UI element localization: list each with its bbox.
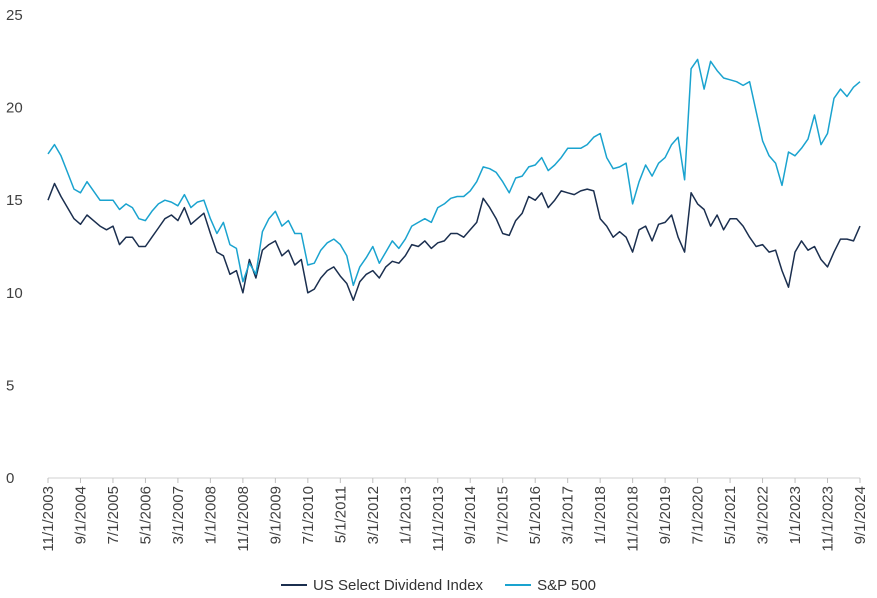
legend-item-dividend: US Select Dividend Index [280, 575, 484, 595]
series-line-sp500 [47, 58, 861, 287]
legend-swatch-sp500 [505, 584, 532, 586]
y-tick-label: 0 [6, 470, 14, 487]
x-tick-label: 1/1/2013 [397, 486, 414, 544]
x-tick-label: 5/1/2006 [137, 486, 154, 544]
x-tick-label: 11/1/2003 [40, 486, 57, 552]
legend-label-dividend: US Select Dividend Index [312, 576, 484, 594]
x-tick-label: 9/1/2019 [657, 486, 674, 544]
legend-item-sp500: S&P 500 [505, 575, 596, 595]
y-tick-label: 15 [6, 192, 23, 209]
x-tick-label: 11/1/2023 [820, 486, 837, 552]
legend-swatch-dividend [280, 584, 307, 586]
x-tick-label: 3/1/2017 [560, 486, 577, 544]
x-tick-label: 11/1/2013 [430, 486, 447, 552]
legend: US Select Dividend Index S&P 500 [0, 575, 877, 595]
series-line-dividend [47, 182, 861, 301]
x-tick-label: 5/1/2011 [332, 486, 349, 543]
line-chart: 0 5 10 15 20 25 11/1/2003 9/1/2004 7/1/2005 5/1/2… [6, 7, 869, 552]
y-tick-label: 20 [6, 100, 23, 117]
x-tick-label: 7/1/2015 [495, 486, 512, 544]
x-tick-label: 7/1/2010 [300, 486, 317, 544]
legend-label-sp500: S&P 500 [537, 576, 597, 594]
x-tick-label: 3/1/2012 [365, 486, 382, 544]
y-tick-label: 10 [6, 285, 23, 302]
x-tick-label: 11/1/2008 [235, 486, 252, 552]
x-tick-label: 1/1/2023 [787, 486, 804, 544]
y-tick-label: 25 [6, 7, 23, 24]
x-tick-label: 11/1/2018 [625, 486, 642, 552]
x-tick-label: 5/1/2016 [527, 486, 544, 544]
x-tick-label: 9/1/2004 [72, 486, 89, 544]
y-tick-label: 5 [6, 377, 14, 394]
x-tick-label: 9/1/2009 [267, 486, 284, 544]
x-tick-label: 7/1/2020 [690, 486, 707, 544]
x-tick-label: 7/1/2005 [105, 486, 122, 544]
x-tick-label: 9/1/2014 [462, 486, 479, 544]
x-tick-label: 3/1/2007 [170, 486, 187, 544]
x-tick-label: 1/1/2018 [592, 486, 609, 544]
x-tick-label: 3/1/2022 [755, 486, 772, 544]
x-tick-label: 9/1/2024 [852, 486, 869, 544]
x-tick-label: 5/1/2021 [722, 486, 739, 544]
x-tick-label: 1/1/2008 [202, 486, 219, 544]
